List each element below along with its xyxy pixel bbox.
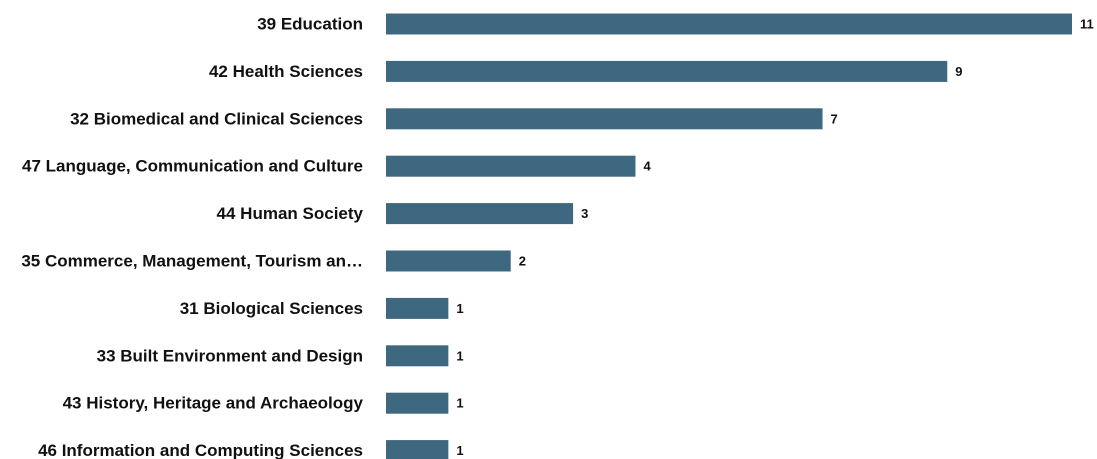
category-labels: 39 Education 42 Health Sciences 32 Biomedi… bbox=[21, 15, 363, 459]
category-label: 35 Commerce, Management, Tourism an… bbox=[21, 252, 363, 271]
category-label: 33 Built Environment and Design bbox=[97, 346, 363, 365]
bar bbox=[386, 440, 449, 459]
bar bbox=[386, 250, 511, 272]
category-label: 42 Health Sciences bbox=[209, 62, 363, 81]
category-label: 31 Biological Sciences bbox=[180, 299, 363, 318]
bar bbox=[386, 345, 449, 367]
value-label: 1 bbox=[456, 348, 463, 363]
bar bbox=[386, 297, 449, 319]
bar bbox=[386, 60, 948, 82]
category-label: 46 Information and Computing Sciences bbox=[38, 441, 363, 459]
category-label: 44 Human Society bbox=[217, 204, 364, 223]
bar bbox=[386, 392, 449, 414]
category-label: 32 Biomedical and Clinical Sciences bbox=[70, 109, 363, 128]
value-label: 4 bbox=[643, 159, 651, 174]
value-label: 9 bbox=[955, 64, 962, 79]
value-label: 3 bbox=[581, 206, 588, 221]
value-label: 2 bbox=[519, 254, 526, 269]
value-label: 11 bbox=[1080, 17, 1094, 32]
bar bbox=[386, 155, 636, 177]
bar bbox=[386, 108, 823, 130]
category-label: 43 History, Heritage and Archaeology bbox=[63, 394, 364, 413]
bars bbox=[386, 13, 1072, 459]
value-label: 1 bbox=[456, 301, 463, 316]
category-label: 39 Education bbox=[257, 15, 363, 34]
value-label: 1 bbox=[456, 443, 463, 458]
bar bbox=[386, 203, 574, 225]
category-label: 47 Language, Communication and Culture bbox=[22, 157, 363, 176]
value-label: 1 bbox=[456, 396, 463, 411]
bar bbox=[386, 13, 1072, 35]
value-label: 7 bbox=[831, 111, 838, 126]
